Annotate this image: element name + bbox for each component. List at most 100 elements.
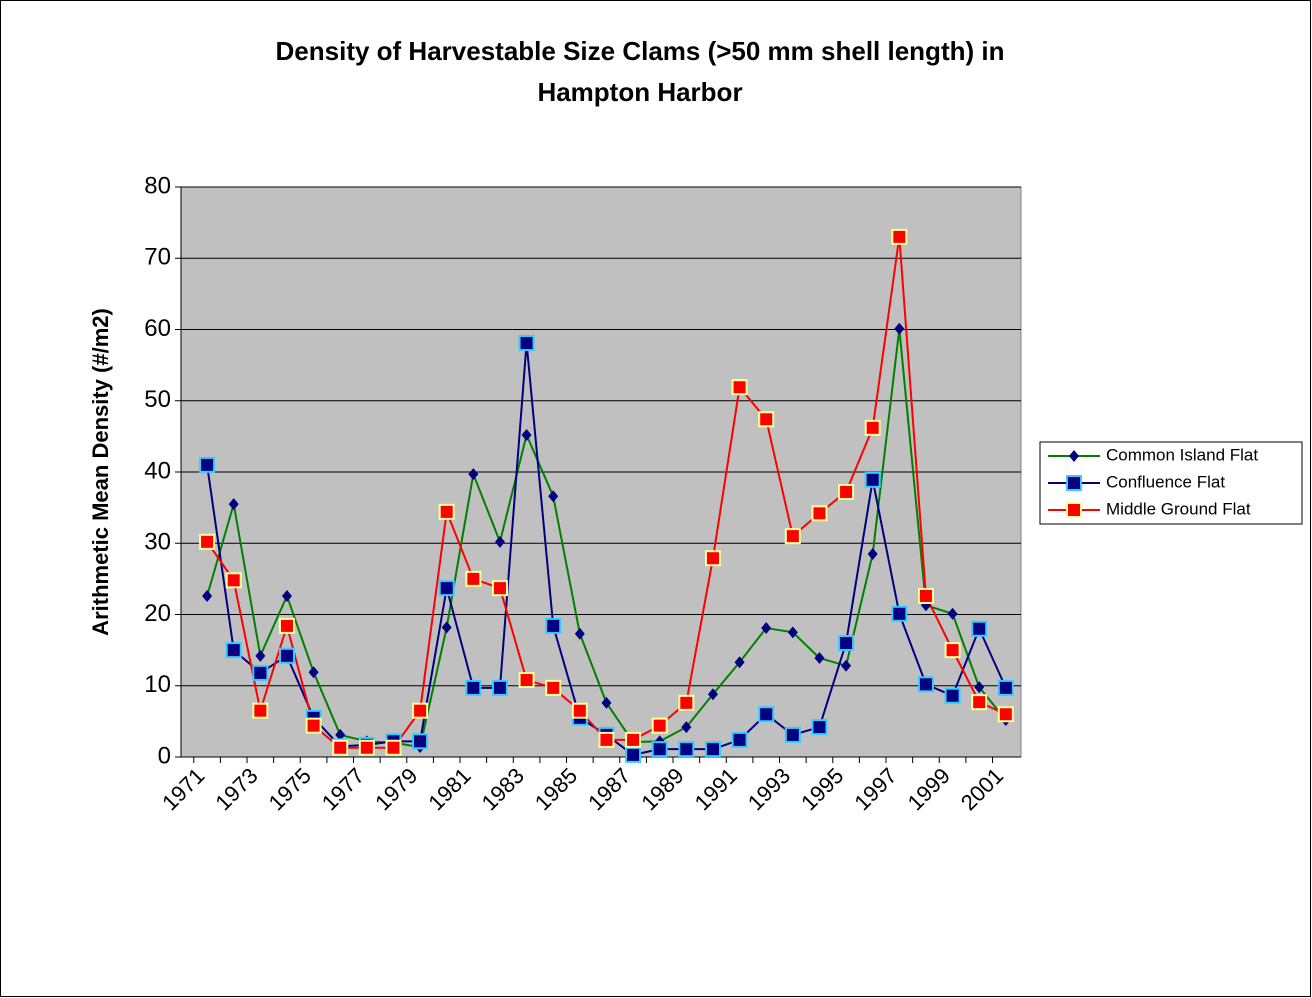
marker [784,726,801,743]
marker [518,672,535,689]
marker [651,741,668,758]
marker [468,468,479,481]
marker [997,679,1014,696]
marker [438,503,455,520]
legend-label: Middle Ground Flat [1106,499,1251,518]
marker [731,379,748,396]
marker [465,570,482,587]
chart-title: Density of Harvestable Size Clams (>50 m… [276,36,1005,66]
marker [412,702,429,719]
marker [202,589,213,602]
marker [758,411,775,428]
marker [199,533,216,550]
marker [308,666,319,679]
marker [228,498,239,511]
marker [891,228,908,245]
marker [225,642,242,659]
marker [225,572,242,589]
legend-label: Confluence Flat [1106,472,1225,491]
marker [997,706,1014,723]
marker [811,505,828,522]
marker [944,642,961,659]
y-tick-label: 50 [144,386,171,413]
marker [358,739,375,756]
marker [545,679,562,696]
marker [704,550,721,567]
marker [441,621,452,634]
marker [784,528,801,545]
marker [625,746,642,763]
marker [545,617,562,634]
y-tick-label: 80 [144,172,171,199]
marker [1066,502,1082,518]
y-tick-label: 60 [144,315,171,342]
marker [255,649,266,662]
marker [199,456,216,473]
y-tick-label: 40 [144,457,171,484]
marker [678,741,695,758]
marker [917,676,934,693]
marker [974,681,985,694]
marker [601,696,612,709]
y-tick-label: 20 [144,600,171,627]
marker [814,651,825,664]
marker [944,687,961,704]
marker [864,419,881,436]
marker [971,694,988,711]
marker [252,664,269,681]
marker [864,471,881,488]
marker [971,620,988,637]
y-tick-label: 30 [144,529,171,556]
marker [681,721,692,734]
legend-label: Common Island Flat [1106,445,1258,464]
marker [891,605,908,622]
marker [1069,450,1079,462]
marker [651,717,668,734]
marker [491,679,508,696]
marker [758,706,775,723]
marker [917,587,934,604]
marker [731,731,748,748]
marker [571,702,588,719]
marker [332,739,349,756]
marker [494,535,505,548]
marker [625,731,642,748]
marker [787,626,798,639]
marker [894,322,905,335]
marker [385,739,402,756]
marker [707,688,718,701]
marker [841,659,852,672]
marker [252,702,269,719]
marker [761,622,772,635]
marker [278,647,295,664]
y-tick-label: 70 [144,244,171,271]
marker [574,627,585,640]
marker [704,741,721,758]
marker [598,731,615,748]
marker [518,335,535,352]
marker [281,589,292,602]
chart-title: Hampton Harbor [537,77,742,107]
y-axis-label: Arithmetic Mean Density (#/m2) [88,308,113,636]
marker [305,717,322,734]
y-tick-label: 0 [158,742,171,769]
marker [947,607,958,620]
marker [678,694,695,711]
marker [521,428,532,441]
marker [548,490,559,503]
marker [491,580,508,597]
marker [811,719,828,736]
y-tick-label: 10 [144,671,171,698]
marker [734,656,745,669]
marker [465,679,482,696]
marker [867,547,878,560]
marker [278,617,295,634]
marker [335,728,346,741]
marker [438,580,455,597]
marker [838,483,855,500]
marker [838,635,855,651]
marker [1066,475,1082,491]
marker [412,733,429,750]
